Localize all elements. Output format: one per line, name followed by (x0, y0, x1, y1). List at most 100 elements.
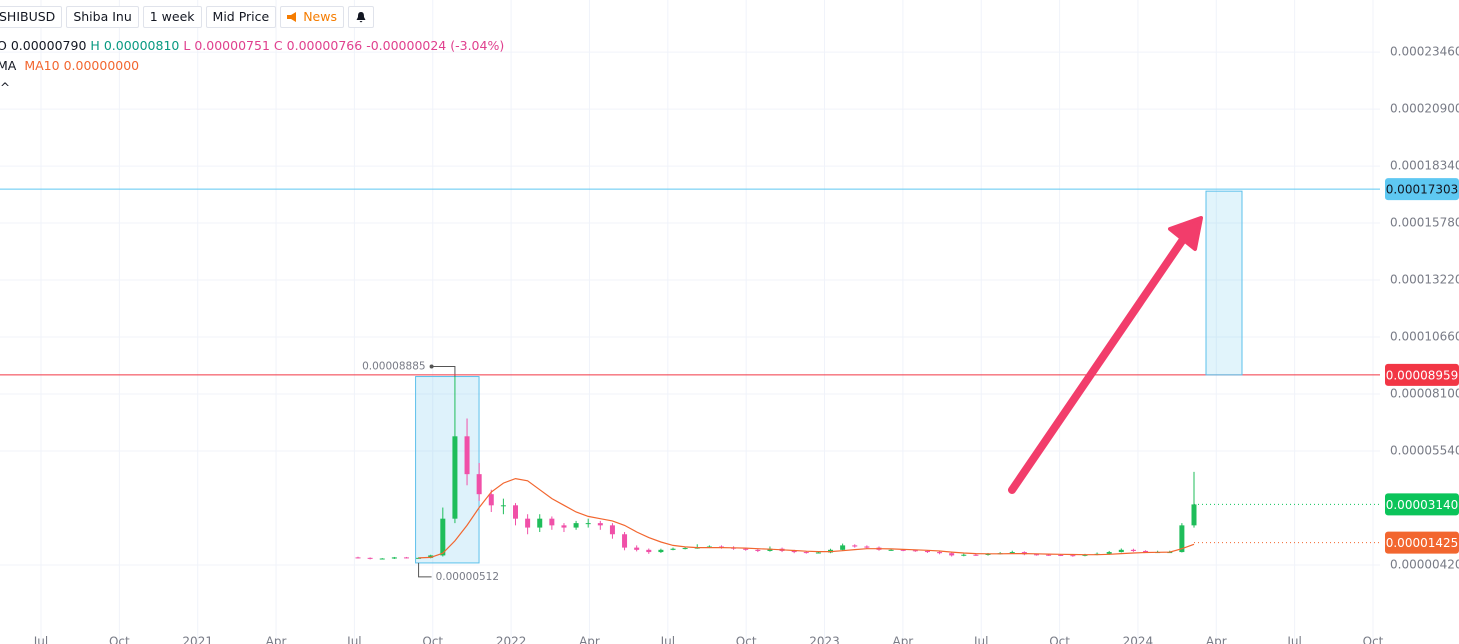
y-tick-label: 0.00026020 (1390, 0, 1459, 2)
ohlc-label: O (0, 38, 7, 53)
range-high-label: 0.00008885 (362, 361, 425, 373)
candle-body (561, 525, 567, 528)
alert-button[interactable] (347, 6, 374, 28)
x-tick-label: Jul (1286, 635, 1301, 644)
candle-body (852, 545, 858, 547)
grid (0, 0, 1380, 644)
y-tick-label: 0.00000420 (1390, 557, 1459, 571)
ma-line (418, 477, 1195, 559)
range-high-pointer (431, 366, 456, 377)
candle-body (961, 554, 967, 556)
candle-body (840, 545, 846, 550)
candle-body (1058, 554, 1064, 556)
candle-body (500, 505, 506, 507)
interval[interactable]: 1 week (142, 6, 202, 28)
indicator-name: MA10 (24, 58, 60, 73)
last-price-tag (1385, 493, 1459, 516)
y-tick-label: 0.00013220 (1390, 273, 1459, 287)
news-button[interactable]: News (280, 6, 344, 28)
ohlc-value: 0.00000751 (194, 38, 270, 53)
x-tick-label: Apr (266, 635, 287, 644)
x-tick-label: Apr (579, 635, 600, 644)
header-bar: SHIBUSD Shiba Inu 1 week Mid Price News (0, 6, 378, 28)
x-tick-label: Apr (892, 635, 913, 644)
price-line-label: 0.00017303 (1386, 183, 1459, 197)
candle-body (937, 552, 943, 554)
news-label: News (303, 9, 337, 24)
collapse-chevron[interactable]: ^ (0, 81, 10, 95)
projection-box (1205, 190, 1243, 376)
indicator-value: 0.00000000 (63, 58, 140, 73)
price-source[interactable]: Mid Price (205, 6, 277, 28)
candle-body (622, 534, 628, 548)
plot-area: 0.00008885 0.00000512 (0, 188, 1380, 583)
candle-body (1179, 525, 1185, 553)
candle-body (440, 518, 446, 556)
range-low-label: 0.00000512 (436, 571, 499, 583)
x-tick-label: Oct (1049, 635, 1070, 644)
candle-body (755, 549, 761, 551)
candle-body (912, 550, 918, 552)
symbol-description[interactable]: Shiba Inu (66, 6, 139, 28)
candle-body (658, 549, 664, 553)
indicator-legend: MA MA10 0.00000000 (0, 58, 143, 73)
candle-body (1106, 552, 1112, 554)
candle-body (537, 518, 543, 528)
candle-body (682, 548, 688, 550)
y-tick-label: 0.00015780 (1390, 216, 1459, 230)
y-tick-label: 0.00023460 (1390, 45, 1459, 59)
candle-body (573, 523, 579, 528)
candle-body (525, 518, 531, 528)
candle-body (767, 548, 773, 551)
arrow-shaft (1008, 234, 1188, 494)
candle-body (403, 557, 409, 559)
arrow-head (1168, 216, 1203, 251)
trend-arrow (1008, 216, 1203, 494)
ma-last-tag (1385, 531, 1459, 554)
change-value: -0.00000024 (-3.04%) (366, 38, 505, 53)
y-tick-label: 0.00005540 (1390, 444, 1459, 458)
x-tick-label: Oct (1363, 635, 1384, 644)
ohlc-value: 0.00000790 (10, 38, 87, 53)
candle-body (888, 549, 894, 551)
candle-body (355, 557, 361, 559)
x-tick-label: Oct (422, 635, 443, 644)
ohlc-label: L (183, 38, 191, 53)
candle-body (549, 518, 555, 526)
candle-body (815, 552, 821, 554)
ohlc-value: 0.00000766 (286, 38, 363, 53)
x-tick-label: Jul (33, 635, 48, 644)
candle-body (609, 525, 615, 535)
candle-body (670, 548, 676, 550)
y-tick-label: 0.00008100 (1390, 387, 1459, 401)
candle-body (1130, 549, 1136, 551)
news-icon (287, 12, 297, 22)
x-tick-label: Apr (1206, 635, 1227, 644)
candle-body (597, 523, 603, 526)
price-axis: 0.00000420 0.00005540 0.00008100 0.00010660… (33, 0, 1459, 644)
candle-body (1070, 555, 1076, 557)
symbol[interactable]: SHIBUSD (0, 6, 63, 28)
ohlc-label: C (273, 38, 283, 53)
candle-body (1033, 554, 1039, 556)
range-high-dot (429, 364, 434, 369)
x-tick-label: Jul (973, 635, 988, 644)
ohlc-value: 0.00000810 (103, 38, 180, 53)
candle-body (973, 554, 979, 556)
x-tick-label: Oct (109, 635, 130, 644)
candle-body (513, 505, 519, 519)
candle-body (428, 555, 434, 558)
candle-body (1118, 549, 1124, 553)
x-tick-label: 2023 (809, 635, 840, 644)
candle-body (464, 436, 470, 475)
x-tick-label: 2022 (496, 635, 527, 644)
x-tick-label: Oct (736, 635, 757, 644)
candle-body (803, 552, 809, 554)
candle-body (488, 494, 494, 506)
indicator-group: MA (0, 58, 17, 73)
candle-body (379, 558, 385, 560)
candle-body (1143, 550, 1149, 553)
x-tick-label: 2021 (182, 635, 213, 644)
